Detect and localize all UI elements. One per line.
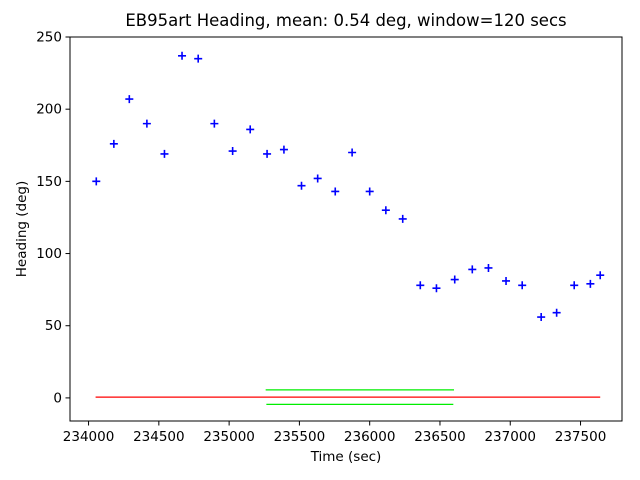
scatter-point — [586, 279, 595, 288]
y-tick-label: 250 — [36, 30, 62, 46]
scatter-point — [125, 95, 134, 104]
scatter-point — [109, 139, 118, 148]
y-tick-label: 50 — [45, 318, 62, 334]
scatter-point — [552, 308, 561, 317]
x-tick-label: 236500 — [414, 429, 466, 445]
scatter-point — [92, 177, 101, 186]
scatter-point — [450, 275, 459, 284]
scatter-point — [246, 125, 255, 134]
x-tick-label: 236000 — [344, 429, 396, 445]
x-tick-label: 237000 — [484, 429, 536, 445]
scatter-point — [263, 149, 272, 158]
x-tick-label: 235000 — [203, 429, 255, 445]
scatter-point — [537, 313, 546, 322]
scatter-point — [142, 119, 151, 128]
scatter-point — [398, 214, 407, 223]
scatter-point — [416, 281, 425, 290]
scatter-point — [210, 119, 219, 128]
x-tick-label: 237500 — [555, 429, 607, 445]
y-tick-label: 0 — [53, 390, 62, 406]
y-tick-label: 100 — [36, 246, 62, 262]
scatter-point — [331, 187, 340, 196]
x-axis-label: Time (sec) — [310, 449, 382, 465]
scatter-point — [297, 181, 306, 190]
scatter-point — [228, 147, 237, 156]
scatter-point — [570, 281, 579, 290]
scatter-point — [160, 149, 169, 158]
y-tick-label: 200 — [36, 102, 62, 118]
scatter-point — [348, 148, 357, 157]
x-tick-label: 234500 — [133, 429, 185, 445]
scatter-point — [502, 276, 511, 285]
x-tick-label: 235500 — [274, 429, 326, 445]
scatter-point — [484, 263, 493, 272]
scatter-point — [313, 174, 322, 183]
y-tick-label: 150 — [36, 174, 62, 190]
scatter-point — [596, 271, 605, 280]
scatter-point — [178, 51, 187, 60]
scatter-point — [381, 206, 390, 215]
scatter-point — [365, 187, 374, 196]
scatter-point — [194, 54, 203, 63]
scatter-point — [518, 281, 527, 290]
plot-box — [69, 36, 623, 422]
scatter-point — [279, 145, 288, 154]
scatter-point — [468, 265, 477, 274]
chart-title: EB95art Heading, mean: 0.54 deg, window=… — [125, 11, 567, 30]
scatter-point — [432, 284, 441, 293]
x-tick-label: 234000 — [63, 429, 115, 445]
